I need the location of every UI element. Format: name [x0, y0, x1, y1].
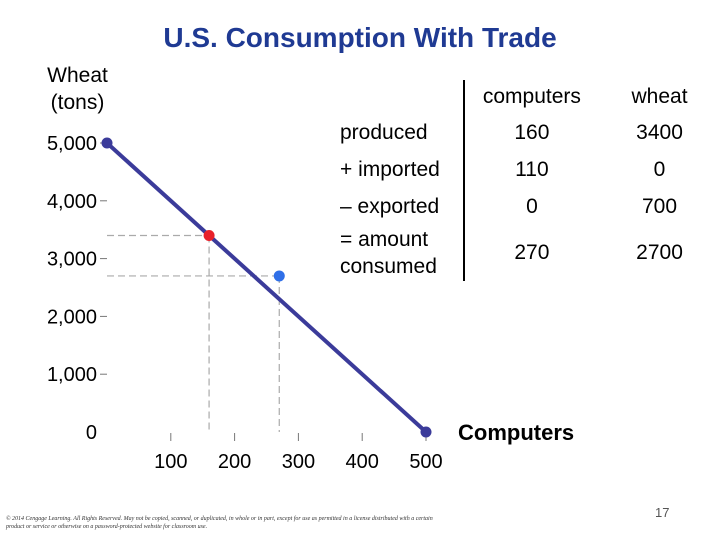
x-tick-label: 200 [218, 451, 251, 473]
table-row: + imported 110 0 [328, 151, 720, 188]
row-label: = amount consumed [340, 228, 437, 278]
x-tick-label: 300 [282, 451, 315, 473]
cell-wheat: 700 [642, 194, 678, 218]
ppf-line [105, 141, 428, 434]
row-label: + imported [340, 158, 440, 181]
row-label: – exported [340, 195, 440, 218]
table-row: produced 160 3400 [328, 114, 720, 151]
table-row: = amount consumed 270 2700 [328, 225, 720, 281]
data-point [101, 137, 113, 149]
page-title: U.S. Consumption With Trade [163, 22, 557, 53]
table-header-wheat: wheat [631, 85, 688, 108]
cell-computers: 270 [462, 225, 600, 281]
table-row: – exported 0 700 [328, 188, 720, 225]
y-tick-label: 0 [86, 422, 97, 444]
data-point [203, 229, 215, 241]
data-point [420, 426, 432, 438]
x-tick-label: 500 [409, 451, 442, 473]
cell-computers: 160 [462, 114, 600, 151]
table-header-row: computers wheat [328, 80, 720, 114]
y-tick-label: 1,000 [47, 364, 97, 386]
x-axis-label: Computers [458, 420, 575, 445]
cell-computers: 110 [462, 151, 600, 188]
cell-computers: 0 [462, 188, 600, 225]
copyright-notice: © 2014 Cengage Learning. All Rights Rese… [6, 516, 433, 530]
y-tick-label: 4,000 [47, 191, 97, 213]
trade-table: computers wheat produced 160 3400 + impo… [328, 80, 720, 281]
y-tick-label: 2,000 [47, 306, 97, 328]
y-tick-label: 3,000 [47, 249, 97, 271]
page-number: 17 [655, 505, 670, 520]
table-header-computers: computers [462, 80, 600, 114]
y-axis-label: Wheat (tons) [47, 64, 108, 114]
cell-wheat: 0 [653, 157, 666, 181]
cell-wheat: 3400 [636, 120, 683, 144]
row-label: produced [340, 121, 428, 144]
table-header-blank [328, 80, 464, 114]
x-tick-label: 400 [346, 451, 379, 473]
y-tick-label: 5,000 [47, 133, 97, 155]
cell-wheat: 2700 [636, 241, 683, 264]
x-tick-label: 100 [154, 451, 187, 473]
data-point [273, 270, 285, 282]
